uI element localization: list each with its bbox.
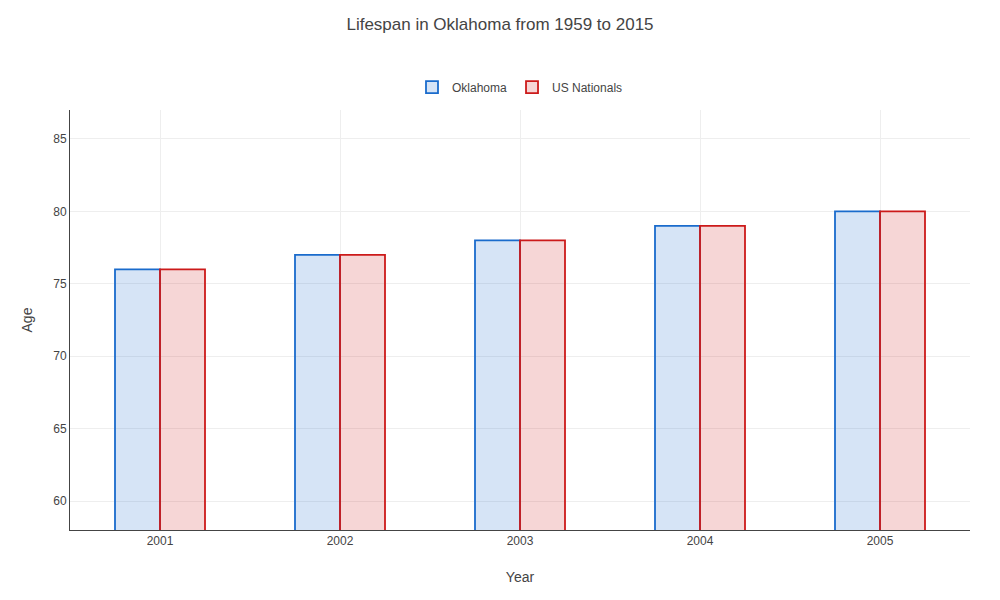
svg-text:60: 60 bbox=[53, 494, 67, 508]
svg-text:85: 85 bbox=[53, 132, 67, 146]
svg-text:2001: 2001 bbox=[147, 534, 174, 548]
svg-text:Oklahoma: Oklahoma bbox=[452, 81, 507, 95]
svg-text:Lifespan in Oklahoma from 1959: Lifespan in Oklahoma from 1959 to 2015 bbox=[346, 15, 653, 34]
svg-text:Age: Age bbox=[19, 307, 35, 332]
svg-text:80: 80 bbox=[53, 205, 67, 219]
svg-text:70: 70 bbox=[53, 349, 67, 363]
svg-text:65: 65 bbox=[53, 422, 67, 436]
svg-text:2003: 2003 bbox=[507, 534, 534, 548]
svg-text:2005: 2005 bbox=[867, 534, 894, 548]
svg-text:Year: Year bbox=[506, 569, 535, 585]
svg-text:US Nationals: US Nationals bbox=[552, 81, 622, 95]
svg-text:2004: 2004 bbox=[687, 534, 714, 548]
svg-text:2002: 2002 bbox=[327, 534, 354, 548]
svg-text:75: 75 bbox=[53, 277, 67, 291]
